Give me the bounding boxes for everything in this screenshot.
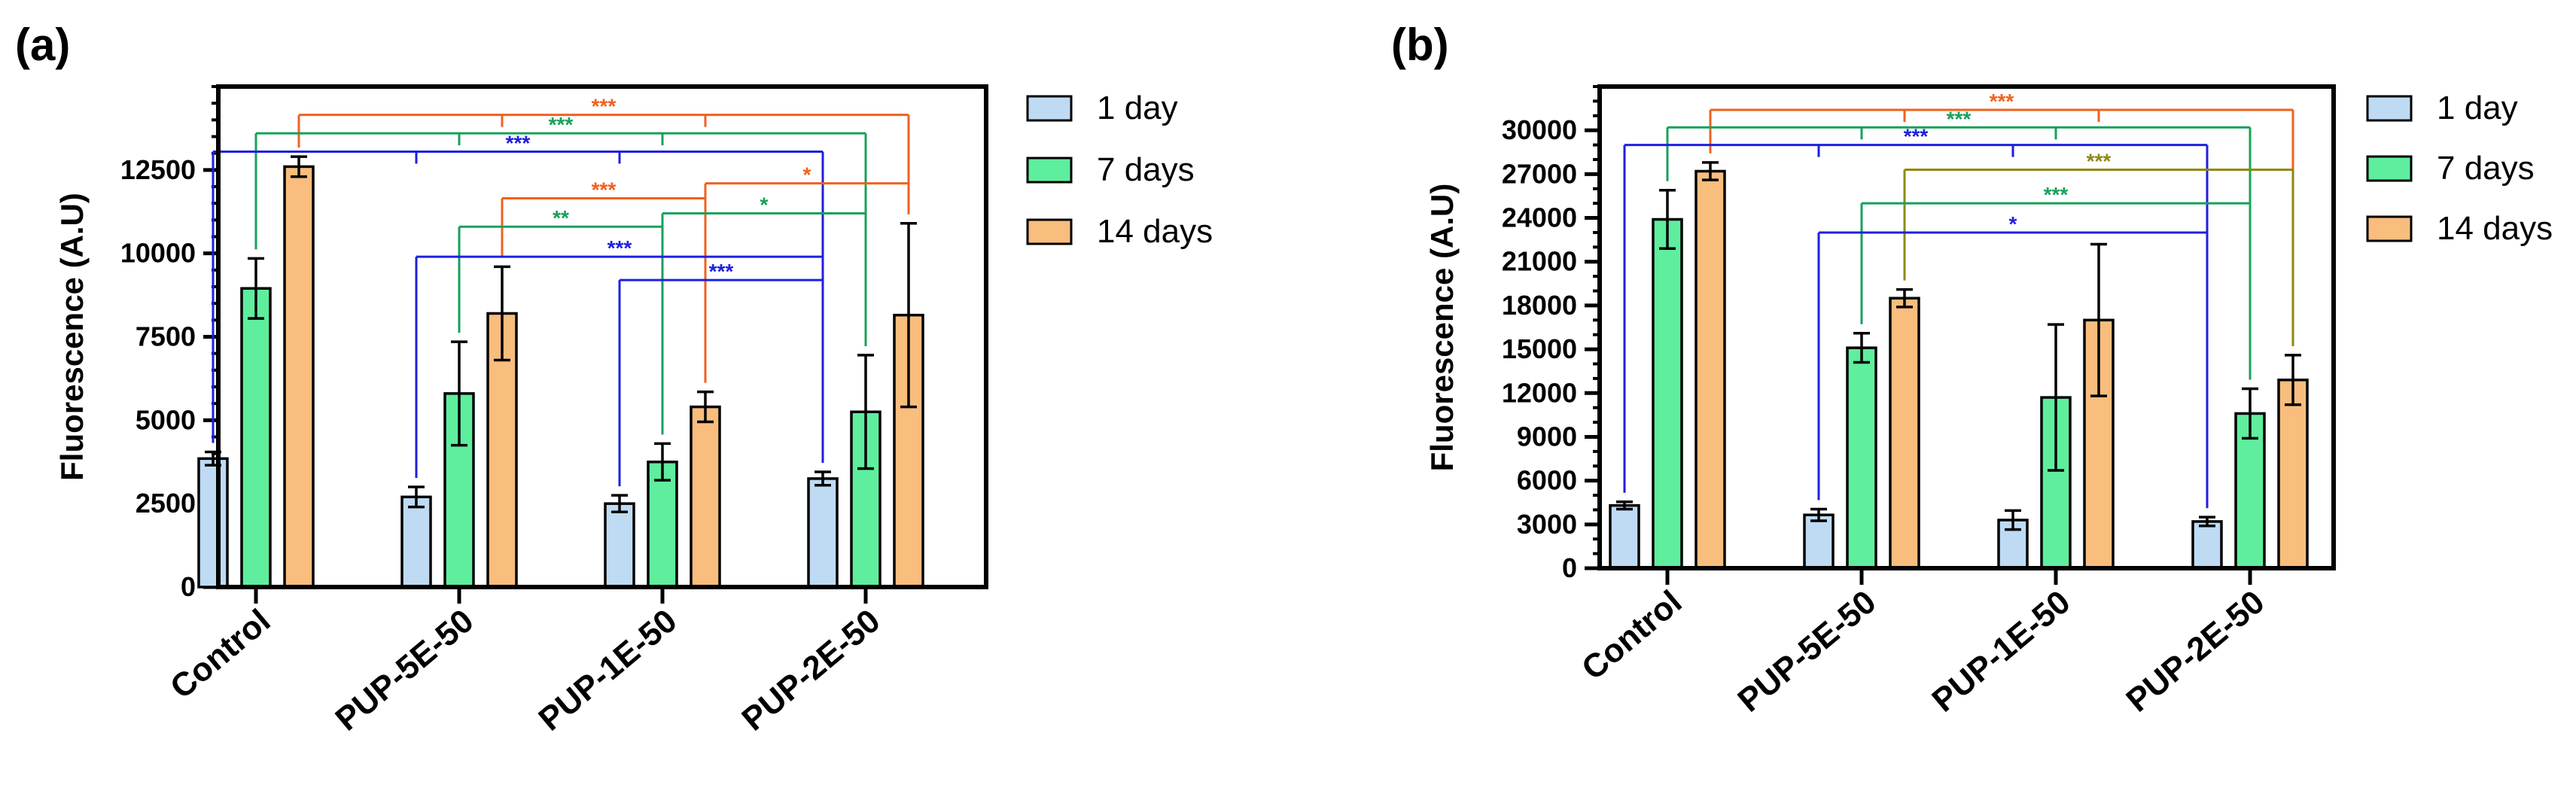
- y-tick-label: 15000: [1502, 333, 1577, 364]
- x-tick-label: Control: [163, 602, 277, 706]
- bar: [1803, 513, 1835, 570]
- bar: [893, 313, 924, 589]
- y-axis-title: Fluorescence (A.U): [1424, 184, 1460, 472]
- legend-swatch: [2366, 95, 2413, 122]
- y-tick-label: 30000: [1502, 114, 1577, 145]
- y-tick-label: 9000: [1517, 421, 1577, 452]
- significance-label: ***: [607, 236, 632, 260]
- plot-frame: [1597, 84, 2336, 570]
- x-tick-label: PUP-2E-50: [2119, 583, 2271, 719]
- bar: [400, 495, 432, 589]
- bar: [604, 502, 635, 589]
- x-tick-label: PUP-1E-50: [531, 602, 684, 738]
- y-tick-label: 5000: [135, 404, 196, 435]
- legend-label: 14 days: [2437, 210, 2553, 247]
- legend-label: 7 days: [2437, 150, 2535, 187]
- legend-swatch: [2366, 215, 2413, 242]
- significance-label: ***: [506, 131, 531, 154]
- significance-label: ***: [1990, 90, 2014, 113]
- y-tick-label: 3000: [1517, 509, 1577, 540]
- legend-swatch: [2366, 155, 2413, 182]
- panel-a: (a) Fluorescence (A.U) 0 2500 5000 7500 10000 1…: [15, 20, 1213, 738]
- x-tick-label: PUP-5E-50: [1731, 583, 1883, 719]
- bar: [1652, 218, 1683, 570]
- bar: [807, 477, 839, 589]
- significance-label: *: [760, 193, 769, 216]
- significance-label: ***: [2087, 150, 2112, 173]
- x-tick-label: PUP-2E-50: [735, 602, 887, 738]
- y-tick-label: 6000: [1517, 465, 1577, 496]
- y-tick-label: 21000: [1502, 246, 1577, 277]
- legend-swatch: [1026, 218, 1073, 245]
- bar: [690, 405, 721, 589]
- y-tick-label: 7500: [135, 321, 196, 352]
- y-tick-label: 12500: [120, 154, 196, 185]
- plot-frame: [216, 84, 988, 589]
- x-tick-label: PUP-5E-50: [328, 602, 480, 738]
- significance-label: ***: [592, 95, 617, 118]
- panel-label: (a): [15, 20, 70, 70]
- y-tick-label: 2500: [135, 488, 196, 519]
- bar: [283, 165, 315, 589]
- bar: [2277, 379, 2309, 570]
- bar: [1609, 503, 1640, 570]
- y-tick-label: 27000: [1502, 158, 1577, 189]
- y-tick-label: 0: [1562, 552, 1577, 583]
- y-tick-label: 24000: [1502, 202, 1577, 233]
- bar: [1694, 169, 1726, 570]
- legend-label: 1 day: [1097, 90, 1178, 126]
- y-tick-label: 18000: [1502, 290, 1577, 321]
- significance-label: *: [803, 163, 811, 187]
- x-tick-label: Control: [1575, 583, 1688, 687]
- significance-label: ***: [709, 260, 734, 283]
- panel-label: (b): [1391, 20, 1449, 70]
- legend-label: 7 days: [1097, 151, 1195, 188]
- significance-label: ***: [592, 178, 617, 202]
- significance-label: ***: [2044, 183, 2069, 206]
- y-tick-label: 12000: [1502, 377, 1577, 408]
- legend-label: 1 day: [2437, 90, 2518, 126]
- significance-label: *: [2009, 212, 2017, 236]
- bar: [2191, 520, 2223, 570]
- legend-swatch: [1026, 95, 1073, 122]
- bar: [240, 287, 272, 589]
- bar: [1889, 297, 1920, 570]
- bar: [197, 457, 229, 589]
- significance-label: **: [553, 206, 569, 230]
- x-tick-label: PUP-1E-50: [1925, 583, 2077, 719]
- significance-label: ***: [549, 113, 574, 136]
- bar: [1846, 346, 1877, 570]
- y-axis-title: Fluorescence (A.U): [54, 193, 90, 481]
- significance-label: ***: [1947, 107, 1972, 130]
- legend-label: 14 days: [1097, 213, 1213, 250]
- legend-swatch: [1026, 157, 1073, 184]
- significance-label: ***: [1904, 125, 1929, 148]
- y-tick-label: 10000: [120, 238, 196, 269]
- y-tick-label: 0: [181, 571, 196, 602]
- panel-b: (b) Fluorescence (A.U) 0 3000 6000 9000 12000 1…: [1391, 20, 2553, 719]
- bar: [1997, 519, 2029, 570]
